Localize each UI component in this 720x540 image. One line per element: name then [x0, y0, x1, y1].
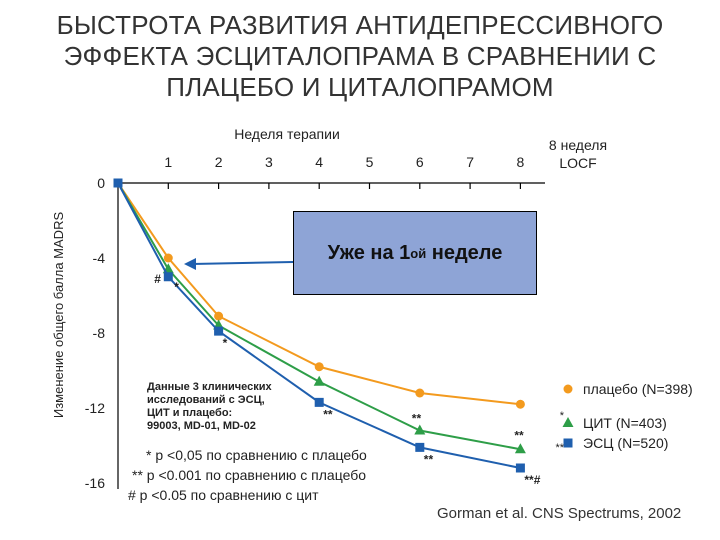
title-line-1: БЫСТРОТА РАЗВИТИЯ АНТИДЕПРЕССИВНОГО: [56, 10, 664, 40]
data-point-square: [415, 442, 425, 452]
data-point-square: [515, 463, 525, 473]
y-axis-title: Изменение общего балла MADRS: [51, 212, 66, 419]
callout-arrow-line: [191, 261, 294, 265]
significance-marker: **: [412, 412, 422, 426]
series-line-triangle: [117, 182, 521, 451]
data-point-square: [314, 397, 324, 407]
x-tick-extra-label: 8 неделя: [549, 137, 607, 153]
slide-title: БЫСТРОТА РАЗВИТИЯ АНТИДЕПРЕССИВНОГО ЭФФЕ…: [0, 10, 720, 103]
study-note-line: ЦИТ и плацебо:: [147, 407, 233, 419]
source-citation: Gorman et al. CNS Spectrums, 2002: [437, 505, 682, 522]
data-point-square: [163, 272, 173, 282]
footnote-2: ** p <0.001 по сравнению с плацебо: [132, 467, 367, 483]
legend-label: ЭСЦ (N=520): [583, 435, 668, 451]
data-point-circle: [415, 388, 425, 398]
study-note: Данные 3 клинических исследований с ЭСЦ,…: [147, 381, 272, 433]
data-point-triangle: [313, 375, 325, 386]
data-point-square: [214, 326, 224, 336]
x-tick-label: 4: [315, 154, 323, 170]
data-point-circle: [515, 399, 525, 409]
callout-box: Уже на 1 ой неделе: [293, 211, 537, 295]
callout-text-end: неделе: [426, 241, 503, 264]
y-tick-label: 0: [97, 175, 105, 191]
x-tick-label: 3: [265, 154, 273, 170]
x-tick-label: 7: [466, 154, 474, 170]
x-tick-label: 8: [517, 154, 525, 170]
callout-text: Уже на 1: [327, 241, 411, 264]
legend-marker-triangle: [562, 417, 574, 427]
study-note-line: 99003, MD-01, MD-02: [147, 420, 256, 432]
legend-marker-square: [563, 438, 573, 448]
data-point-circle: [163, 253, 173, 263]
y-tick-label: -16: [85, 475, 105, 491]
significance-marker: *: [174, 280, 179, 294]
x-tick-label: 2: [215, 154, 223, 170]
x-tick-label: 5: [366, 154, 374, 170]
data-point-triangle: [414, 424, 426, 435]
x-axis-title: Неделя терапии: [234, 126, 340, 142]
footnotes: * p <0,05 по сравнению с плацебо ** p <0…: [128, 445, 367, 505]
significance-marker: *: [223, 336, 228, 350]
significance-marker: **#: [524, 473, 540, 487]
y-tick-label: -12: [85, 400, 105, 416]
origin-point: [113, 178, 123, 188]
series-line-square: [117, 182, 521, 469]
y-tick-label: -4: [93, 250, 106, 266]
legend-label: ЦИТ (N=403): [583, 415, 667, 431]
significance-marker: **: [514, 428, 524, 442]
title-line-2: ЭФФЕКТА ЭСЦИТАЛОПРАМА В СРАВНЕНИИ С: [63, 41, 657, 71]
data-point-circle: [214, 311, 224, 321]
significance-marker: **: [323, 407, 333, 421]
callout-superscript: ой: [410, 245, 427, 261]
legend-marker-circle: [563, 384, 573, 394]
x-tick-extra-label: LOCF: [559, 155, 596, 171]
footnote-1: * p <0,05 по сравнению с плацебо: [146, 447, 367, 463]
title-line-3: ПЛАЦЕБО И ЦИТАЛОПРАМОМ: [166, 72, 554, 102]
legend-significance: **: [555, 442, 564, 454]
callout-arrowhead: [184, 258, 196, 270]
series-line-circle: [117, 182, 521, 406]
study-note-line: Данные 3 клинических: [147, 381, 272, 393]
study-note-line: исследований с ЭСЦ,: [147, 394, 265, 406]
data-point-circle: [314, 362, 324, 372]
legend-significance: *: [560, 410, 565, 422]
significance-marker: **: [424, 452, 434, 466]
footnote-3: # p <0.05 по сравнению с цит: [128, 487, 319, 503]
legend-label: плацебо (N=398): [583, 381, 693, 397]
y-tick-label: -8: [93, 325, 106, 341]
data-point-triangle: [514, 443, 526, 454]
x-tick-label: 1: [164, 154, 172, 170]
x-tick-label: 6: [416, 154, 424, 170]
significance-marker: #: [154, 272, 161, 286]
